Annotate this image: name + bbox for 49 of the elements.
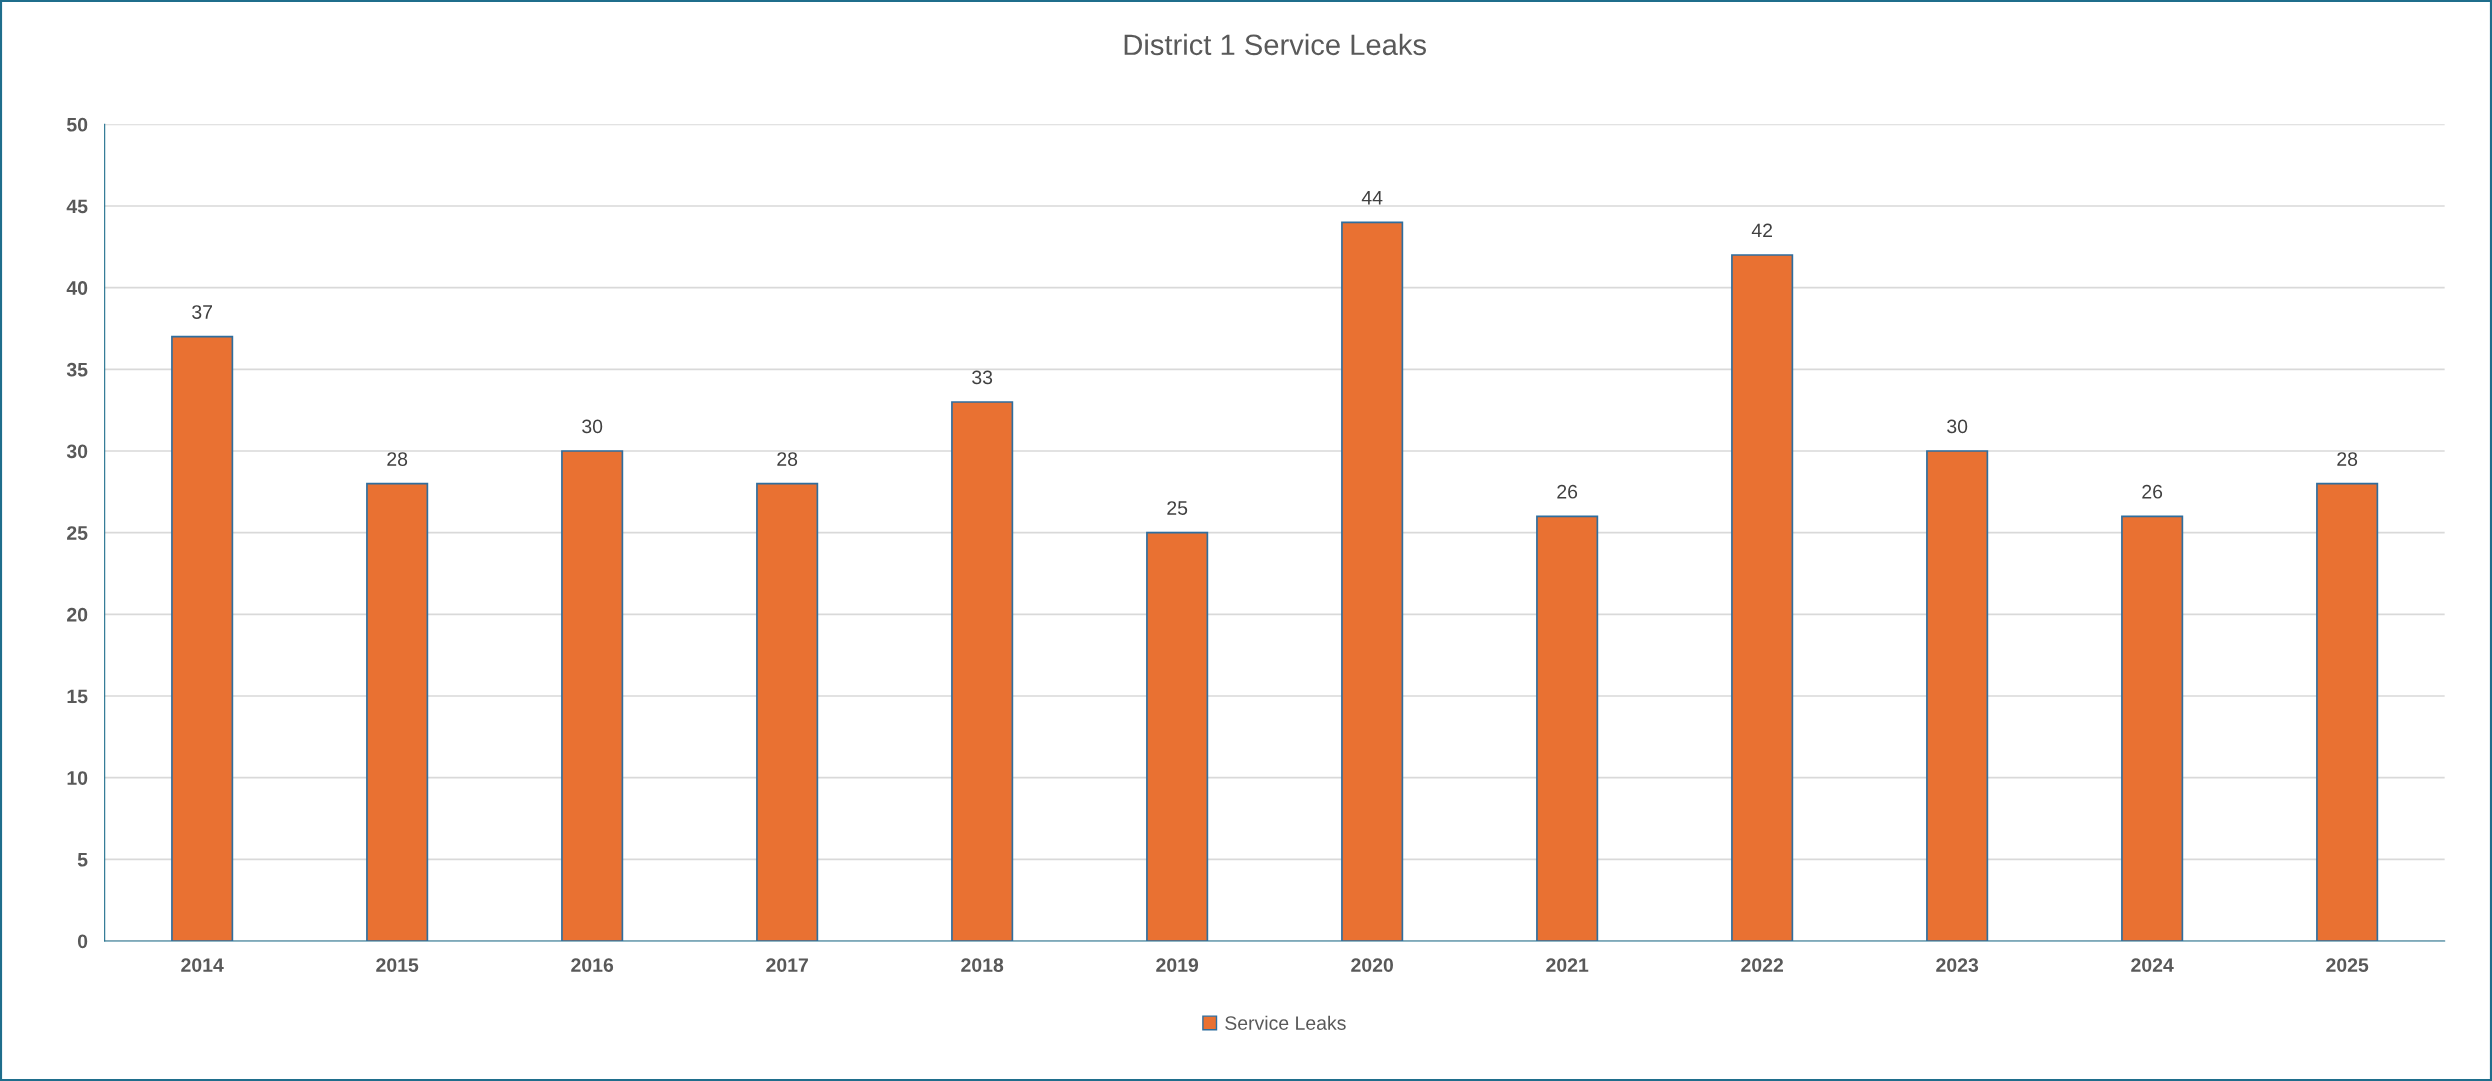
data-label: 37	[192, 305, 212, 319]
x-tick-label: 2018	[961, 958, 1004, 972]
y-tick-label: 40	[66, 281, 88, 295]
bar	[1341, 221, 1404, 942]
y-tick-label: 15	[67, 689, 88, 704]
x-tick-label: 2014	[181, 958, 224, 972]
data-label: 25	[1167, 501, 1188, 515]
y-tick-label: 50	[66, 117, 88, 132]
y-tick-label: 45	[66, 199, 88, 214]
data-label: 33	[972, 370, 993, 385]
y-tick-label: 20	[67, 607, 88, 622]
bar	[1731, 254, 1794, 942]
bar	[1536, 515, 1599, 942]
bar	[561, 450, 624, 942]
data-label: 28	[387, 452, 408, 466]
y-tick-label: 35	[66, 362, 88, 377]
x-tick-label: 2015	[376, 958, 419, 972]
chart-title: District 1 Service Leaks	[1124, 33, 1426, 56]
x-tick-label: 2021	[1546, 958, 1589, 972]
x-tick-label: 2020	[1351, 958, 1393, 972]
legend-label: Service Leaks	[1225, 1015, 1346, 1030]
bar	[2121, 515, 2184, 942]
data-label: 28	[777, 452, 798, 466]
data-label: 30	[1947, 419, 1968, 434]
data-label: 42	[1751, 223, 1772, 238]
data-label: 28	[2337, 452, 2358, 466]
bar	[171, 335, 234, 942]
x-tick-label: 2019	[1156, 958, 1199, 972]
x-tick-label: 2025	[2326, 958, 2369, 972]
bar	[951, 401, 1014, 942]
bar	[366, 482, 429, 942]
x-tick-label: 2016	[571, 958, 614, 972]
y-tick-label: 0	[77, 934, 88, 949]
bar	[1926, 450, 1989, 942]
x-tick-label: 2017	[766, 958, 808, 972]
x-tick-label: 2023	[1936, 958, 1979, 972]
x-tick-label: 2022	[1741, 958, 1784, 972]
y-tick-label: 30	[66, 444, 88, 459]
data-label: 44	[1361, 191, 1383, 205]
data-label: 26	[1557, 484, 1578, 499]
x-tick-label: 2024	[2131, 958, 2174, 972]
y-tick-label: 10	[67, 771, 88, 785]
bar	[2316, 482, 2379, 942]
y-tick-label: 5	[77, 853, 88, 867]
data-label: 26	[2142, 484, 2163, 499]
bar	[756, 482, 819, 942]
bar	[1146, 531, 1209, 942]
y-tick-label: 25	[67, 526, 88, 540]
data-label: 30	[582, 419, 603, 434]
